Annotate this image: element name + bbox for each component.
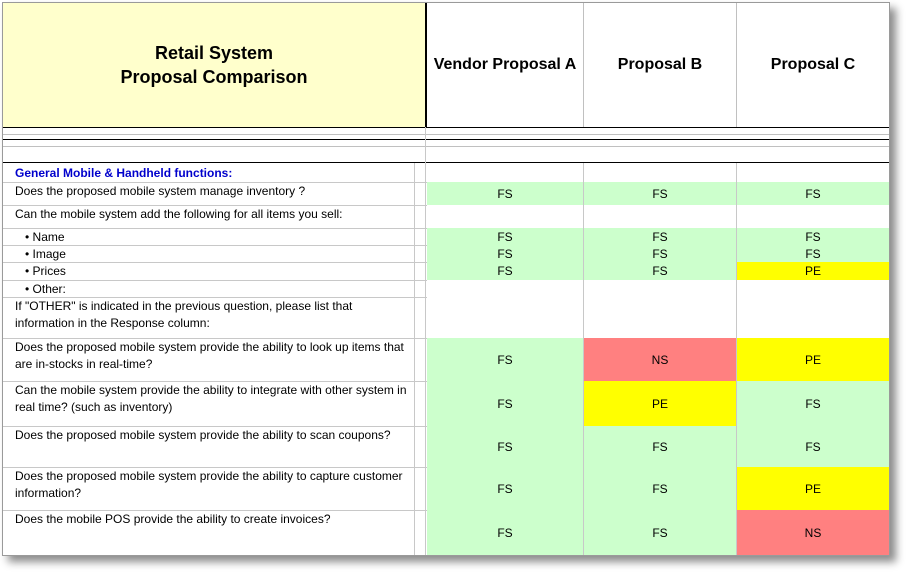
rating-cell-a[interactable] <box>427 205 584 228</box>
spacer-line <box>3 139 889 140</box>
spacer-line <box>3 146 889 147</box>
question-cell[interactable]: Does the proposed mobile system provide … <box>3 426 415 467</box>
rating-cell-c[interactable] <box>737 280 889 297</box>
rating-cell-b[interactable] <box>584 280 737 297</box>
header-proposal-b[interactable]: Proposal B <box>584 3 737 127</box>
question-cell[interactable]: • Prices <box>3 262 415 280</box>
table-row: • Image FS FS FS <box>3 245 889 263</box>
table-row: Does the proposed mobile system provide … <box>3 467 889 511</box>
rating-cell-b[interactable]: FS <box>584 262 737 280</box>
question-cell[interactable]: Does the proposed mobile system provide … <box>3 338 415 381</box>
rating-cell-c[interactable] <box>737 297 889 338</box>
rating-cell-c[interactable]: FS <box>737 228 889 245</box>
rating-cell-a[interactable]: FS <box>427 262 584 280</box>
table-row: Can the mobile system add the following … <box>3 205 889 229</box>
rating-cell-a[interactable] <box>427 280 584 297</box>
header-vendor-proposal-a[interactable]: Vendor Proposal A <box>427 3 584 127</box>
rating-cell-b[interactable]: NS <box>584 338 737 381</box>
rating-cell-c[interactable]: FS <box>737 245 889 262</box>
rating-cell-c[interactable]: FS <box>737 182 889 205</box>
table-row: Can the mobile system provide the abilit… <box>3 381 889 427</box>
rating-cell-b[interactable] <box>584 297 737 338</box>
section-heading[interactable]: General Mobile & Handheld functions: <box>3 163 415 182</box>
table-row: • Other: <box>3 280 889 298</box>
rating-cell-c[interactable] <box>737 205 889 228</box>
question-cell[interactable]: • Other: <box>3 280 415 297</box>
rating-cell-a[interactable]: FS <box>427 228 584 245</box>
question-cell[interactable]: Does the proposed mobile system provide … <box>3 467 415 510</box>
question-cell[interactable]: Can the mobile system provide the abilit… <box>3 381 415 426</box>
spacer-line <box>3 162 889 163</box>
title-cell[interactable]: Retail System Proposal Comparison <box>3 3 427 127</box>
rating-cell-b[interactable]: FS <box>584 426 737 467</box>
table-row: Does the proposed mobile system provide … <box>3 338 889 382</box>
spacer-line <box>3 134 889 135</box>
question-cell[interactable]: • Name <box>3 228 415 245</box>
rating-cell-b[interactable]: FS <box>584 182 737 205</box>
rating-cell-b[interactable]: PE <box>584 381 737 426</box>
spreadsheet: Retail System Proposal Comparison Vendor… <box>2 2 890 556</box>
title-line-1: Retail System <box>154 43 274 63</box>
rating-cell-c[interactable]: PE <box>737 467 889 510</box>
question-cell[interactable]: • Image <box>3 245 415 262</box>
rating-cell-c[interactable]: NS <box>737 510 889 555</box>
question-cell[interactable]: Does the proposed mobile system manage i… <box>3 182 415 205</box>
rating-cell-c[interactable] <box>737 163 889 182</box>
rating-cell-a[interactable]: FS <box>427 245 584 262</box>
table-row: General Mobile & Handheld functions: <box>3 163 889 183</box>
rating-cell-b[interactable]: FS <box>584 467 737 510</box>
table-row: • Name FS FS FS <box>3 228 889 246</box>
rating-cell-a[interactable] <box>427 297 584 338</box>
question-cell[interactable]: Can the mobile system add the following … <box>3 205 415 228</box>
rating-cell-b[interactable] <box>584 205 737 228</box>
rating-cell-c[interactable]: FS <box>737 381 889 426</box>
rating-cell-a[interactable]: FS <box>427 467 584 510</box>
table-row: If "OTHER" is indicated in the previous … <box>3 297 889 339</box>
column-divider <box>425 127 426 555</box>
rating-cell-c[interactable]: PE <box>737 338 889 381</box>
rating-cell-b[interactable]: FS <box>584 510 737 555</box>
rating-cell-a[interactable]: FS <box>427 510 584 555</box>
rating-cell-c[interactable]: FS <box>737 426 889 467</box>
table-row: Does the proposed mobile system manage i… <box>3 182 889 206</box>
header-divider <box>3 127 889 128</box>
rating-cell-a[interactable]: FS <box>427 381 584 426</box>
header-proposal-c[interactable]: Proposal C <box>770 56 856 73</box>
table-row: Does the mobile POS provide the ability … <box>3 510 889 555</box>
rating-cell-b[interactable]: FS <box>584 245 737 262</box>
rating-cell-a[interactable] <box>427 163 584 182</box>
rating-cell-a[interactable]: FS <box>427 182 584 205</box>
table-row: • Prices FS FS PE <box>3 262 889 281</box>
title-line-2: Proposal Comparison <box>120 67 308 87</box>
question-cell[interactable]: Does the mobile POS provide the ability … <box>3 510 415 555</box>
rating-cell-a[interactable]: FS <box>427 338 584 381</box>
rating-cell-b[interactable] <box>584 163 737 182</box>
table-row: Does the proposed mobile system provide … <box>3 426 889 468</box>
question-cell[interactable]: If "OTHER" is indicated in the previous … <box>3 297 415 338</box>
rating-cell-b[interactable]: FS <box>584 228 737 245</box>
rating-cell-c[interactable]: PE <box>737 262 889 280</box>
rating-cell-a[interactable]: FS <box>427 426 584 467</box>
